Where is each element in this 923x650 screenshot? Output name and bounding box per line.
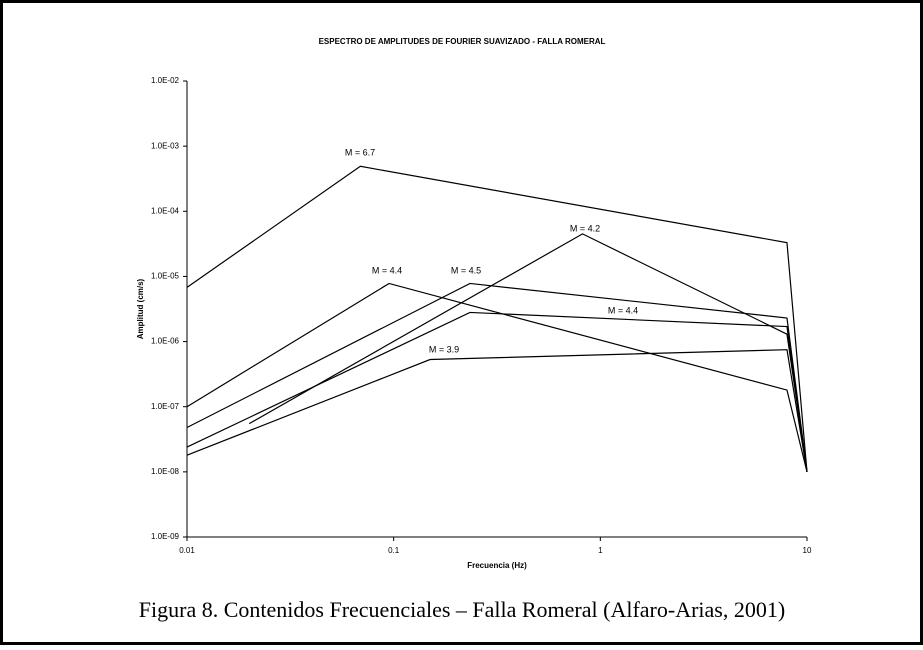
x-tick-label: 10	[803, 546, 812, 555]
x-tick-label: 0.1	[388, 546, 400, 555]
chart-title: ESPECTRO DE AMPLITUDES DE FOURIER SUAVIZ…	[319, 37, 606, 46]
series-label: M = 4.4	[372, 265, 402, 275]
caption: Figura 8. Contenidos Frecuenciales – Fal…	[139, 597, 785, 622]
y-tick-label: 1.0E-07	[151, 402, 180, 411]
x-axis-label: Frecuencia (Hz)	[467, 561, 527, 570]
series-line	[186, 349, 808, 472]
y-tick-label: 1.0E-05	[151, 272, 180, 281]
y-tick-label: 1.0E-06	[151, 337, 180, 346]
series-label: M = 4.5	[451, 265, 481, 275]
series-label: M = 4.2	[570, 223, 600, 233]
series-line	[186, 311, 808, 472]
series-line	[186, 282, 808, 473]
y-tick-label: 1.0E-08	[151, 467, 180, 476]
series-label: M = 4.4	[608, 305, 638, 315]
y-tick-label: 1.0E-04	[151, 206, 180, 215]
y-axis-label: Amplitud (cm/s)	[136, 278, 145, 339]
y-tick-label: 1.0E-03	[151, 141, 180, 150]
series-label: M = 6.7	[345, 147, 375, 157]
y-tick-label: 1.0E-02	[151, 76, 180, 85]
x-tick-label: 0.01	[179, 546, 195, 555]
series-label: M = 3.9	[429, 344, 459, 354]
y-tick-label: 1.0E-09	[151, 532, 180, 541]
series-line	[186, 165, 808, 472]
x-tick-label: 1	[598, 546, 603, 555]
